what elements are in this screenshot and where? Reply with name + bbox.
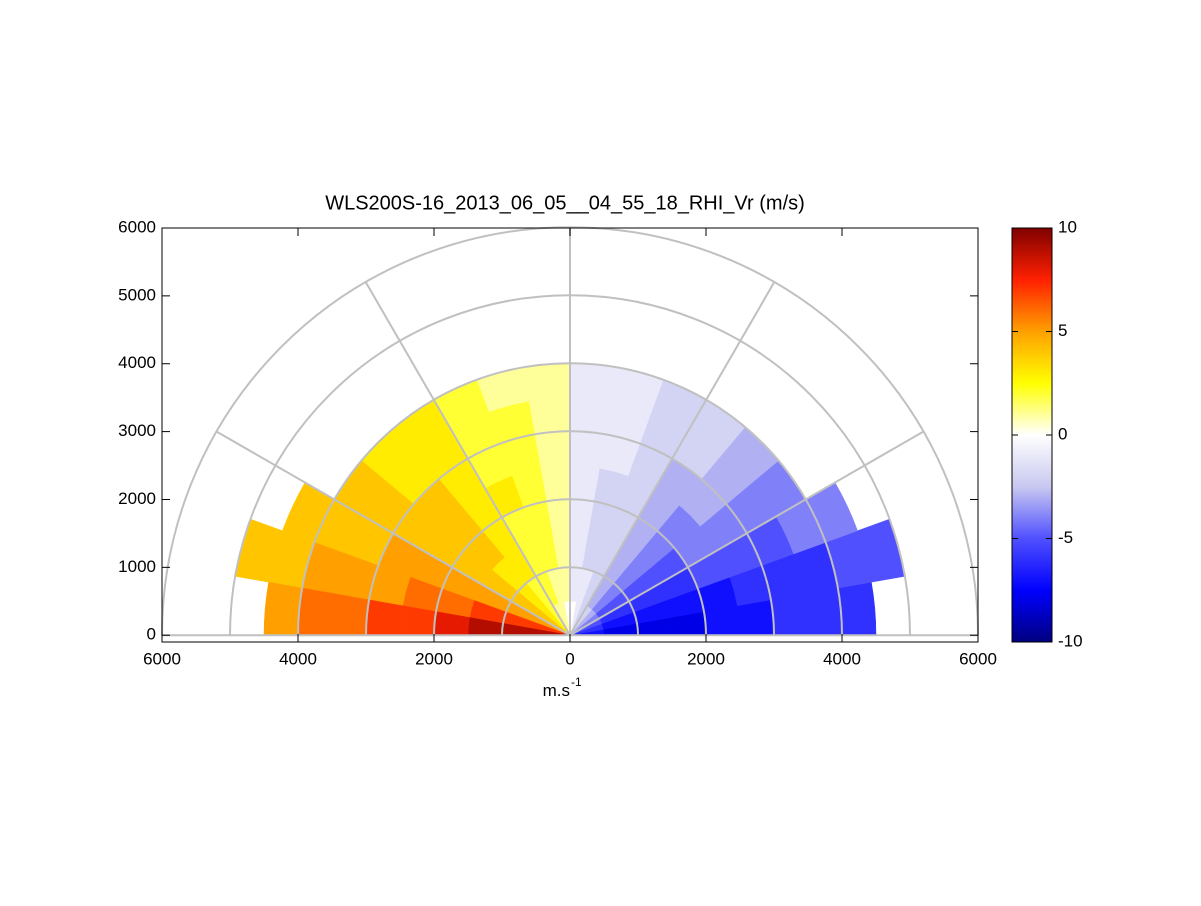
cell: [770, 593, 809, 636]
x-tick-label: 0: [565, 649, 574, 668]
cell: [569, 397, 612, 435]
y-tick-label: 4000: [118, 353, 156, 372]
y-tick-label: 1000: [118, 557, 156, 576]
spoke: [216, 430, 571, 637]
cell: [569, 363, 618, 402]
x-tick-label: 2000: [687, 649, 725, 668]
colorbar-tick-label: 5: [1058, 321, 1067, 340]
x-tick-label: 6000: [959, 649, 997, 668]
y-tick-label: 5000: [118, 285, 156, 304]
x-tick-label: 4000: [279, 649, 317, 668]
cell: [297, 587, 336, 636]
colorbar-tick-label: 0: [1058, 424, 1067, 443]
spoke: [569, 430, 924, 637]
y-tick-label: 2000: [118, 489, 156, 508]
colorbar: [1011, 227, 1053, 643]
cell: [534, 431, 571, 469]
cell: [263, 581, 303, 636]
chart-title: WLS200S-16_2013_06_05__04_55_18_RHI_Vr (…: [325, 192, 805, 214]
cell: [331, 593, 370, 636]
range-ring: [161, 226, 979, 636]
cell: [365, 599, 403, 636]
x-label-sup: -1: [571, 675, 582, 689]
y-tick-label: 3000: [118, 421, 156, 440]
colorbar-tick-label: -10: [1058, 631, 1083, 650]
spoke: [365, 282, 571, 636]
cell: [837, 581, 877, 636]
colorbar-tick-label: -5: [1058, 528, 1073, 547]
x-label-base: m.s: [543, 681, 570, 700]
x-tick-label: 4000: [823, 649, 861, 668]
cell: [804, 587, 843, 636]
colorbar-tick-label: 10: [1058, 217, 1077, 236]
x-axis-label: m.s: [543, 681, 570, 700]
spoke: [569, 282, 775, 636]
x-tick-label: 2000: [415, 649, 453, 668]
cell: [522, 363, 571, 402]
x-tick-label: 6000: [143, 649, 181, 668]
cell: [737, 599, 775, 636]
y-tick-label: 6000: [118, 217, 156, 236]
cell: [528, 397, 571, 435]
cell: [569, 431, 606, 469]
y-tick-label: 0: [147, 625, 156, 644]
